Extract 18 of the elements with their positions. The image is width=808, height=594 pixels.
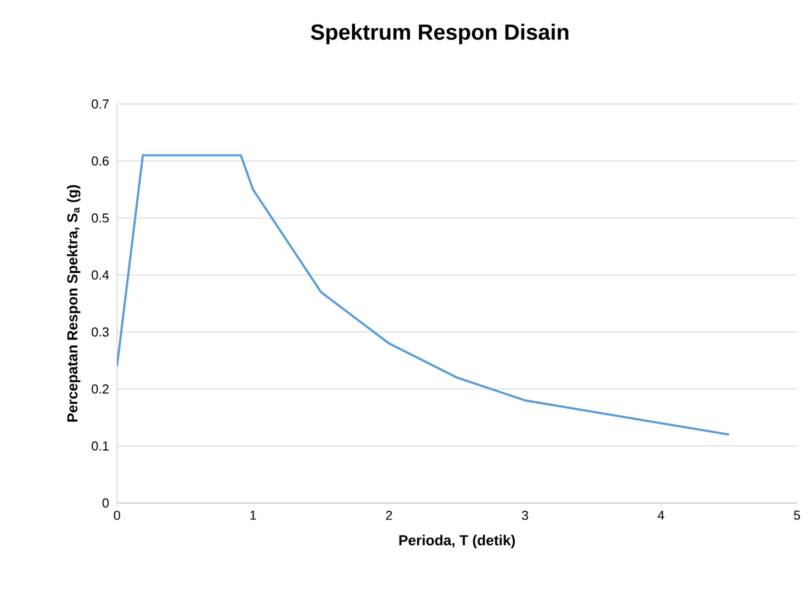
x-tick-label: 1: [250, 510, 256, 520]
x-tick-label: 4: [658, 510, 664, 520]
y-tick-label: 0.2: [92, 384, 109, 394]
y-tick-label: 0.7: [92, 99, 109, 109]
y-tick-label: 0.5: [92, 213, 109, 223]
y-tick-label: 0.4: [92, 270, 109, 280]
y-tick-label: 0.1: [92, 441, 109, 451]
x-tick-label: 5: [794, 510, 800, 520]
x-axis-title: Perioda, T (detik): [399, 534, 515, 548]
y-axis-title: Percepatan Respon Spektra, S$_{a}$ (g): [66, 185, 80, 422]
chart-title: Spektrum Respon Disain: [310, 24, 568, 44]
x-tick-label: 2: [386, 510, 392, 520]
line-series: [117, 154, 730, 436]
y-tick-label: 0.6: [92, 156, 109, 166]
x-tick-label: 3: [522, 510, 528, 520]
x-tick-label: 0: [114, 510, 120, 520]
y-tick-label: 0: [102, 498, 109, 508]
y-tick-label: 0.3: [92, 327, 109, 337]
